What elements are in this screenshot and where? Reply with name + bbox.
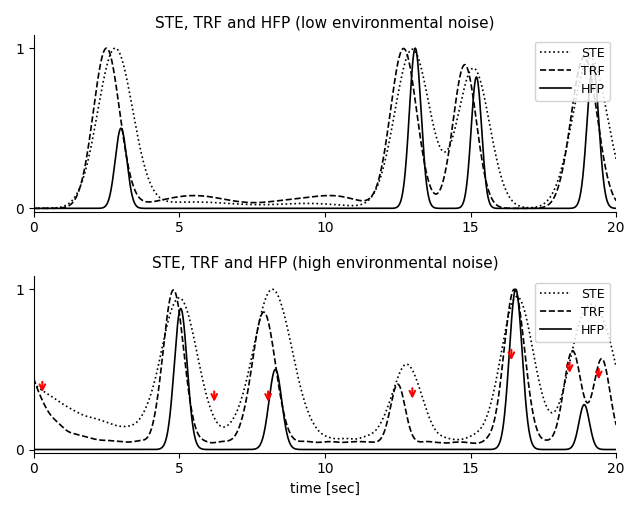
TRF bbox=[471, 440, 479, 446]
HFP bbox=[612, 447, 620, 453]
STE bbox=[566, 359, 573, 365]
STE bbox=[612, 364, 620, 370]
STE bbox=[566, 130, 573, 136]
Title: STE, TRF and HFP (low environmental noise): STE, TRF and HFP (low environmental nois… bbox=[155, 15, 495, 30]
STE bbox=[29, 205, 37, 212]
STE bbox=[111, 45, 119, 51]
HFP bbox=[307, 447, 314, 453]
X-axis label: time [sec]: time [sec] bbox=[290, 482, 360, 496]
STE bbox=[307, 414, 314, 421]
HFP bbox=[279, 407, 287, 413]
TRF bbox=[612, 198, 620, 204]
HFP bbox=[512, 286, 520, 292]
HFP bbox=[275, 375, 282, 381]
HFP bbox=[566, 205, 573, 212]
HFP bbox=[275, 205, 282, 212]
TRF bbox=[275, 198, 282, 204]
HFP bbox=[29, 205, 37, 212]
Line: HFP: HFP bbox=[33, 289, 616, 450]
TRF bbox=[612, 422, 620, 428]
HFP bbox=[595, 115, 602, 122]
Line: STE: STE bbox=[33, 48, 616, 208]
STE bbox=[453, 436, 461, 443]
TRF bbox=[566, 353, 573, 359]
Line: HFP: HFP bbox=[33, 48, 616, 208]
TRF bbox=[595, 361, 602, 367]
Title: STE, TRF and HFP (high environmental noise): STE, TRF and HFP (high environmental noi… bbox=[152, 256, 498, 271]
STE bbox=[454, 436, 461, 443]
TRF bbox=[279, 197, 287, 203]
TRF bbox=[307, 194, 314, 200]
Legend: STE, TRF, HFP: STE, TRF, HFP bbox=[535, 283, 610, 342]
HFP bbox=[453, 205, 461, 211]
HFP bbox=[307, 205, 314, 212]
HFP bbox=[412, 45, 419, 51]
STE bbox=[29, 380, 37, 386]
TRF bbox=[307, 439, 314, 445]
TRF bbox=[566, 125, 573, 131]
HFP bbox=[453, 447, 461, 453]
Line: TRF: TRF bbox=[33, 289, 616, 443]
TRF bbox=[453, 439, 461, 445]
Legend: STE, TRF, HFP: STE, TRF, HFP bbox=[535, 41, 610, 101]
TRF bbox=[275, 380, 282, 386]
TRF bbox=[595, 122, 602, 128]
STE bbox=[275, 294, 282, 300]
HFP bbox=[279, 205, 287, 212]
TRF bbox=[29, 205, 37, 212]
STE bbox=[279, 201, 287, 207]
STE bbox=[595, 307, 602, 313]
HFP bbox=[29, 447, 37, 453]
STE bbox=[279, 308, 287, 314]
Line: STE: STE bbox=[33, 289, 616, 439]
STE bbox=[453, 117, 461, 123]
STE bbox=[307, 200, 314, 206]
TRF bbox=[29, 375, 37, 381]
STE bbox=[269, 286, 276, 292]
TRF bbox=[279, 407, 287, 413]
TRF bbox=[453, 90, 461, 96]
Line: TRF: TRF bbox=[33, 48, 616, 208]
STE bbox=[612, 156, 620, 162]
HFP bbox=[595, 446, 602, 452]
TRF bbox=[102, 45, 110, 51]
HFP bbox=[566, 446, 573, 452]
HFP bbox=[264, 205, 272, 212]
HFP bbox=[612, 205, 620, 212]
TRF bbox=[511, 286, 518, 292]
STE bbox=[275, 201, 282, 207]
STE bbox=[595, 71, 602, 77]
